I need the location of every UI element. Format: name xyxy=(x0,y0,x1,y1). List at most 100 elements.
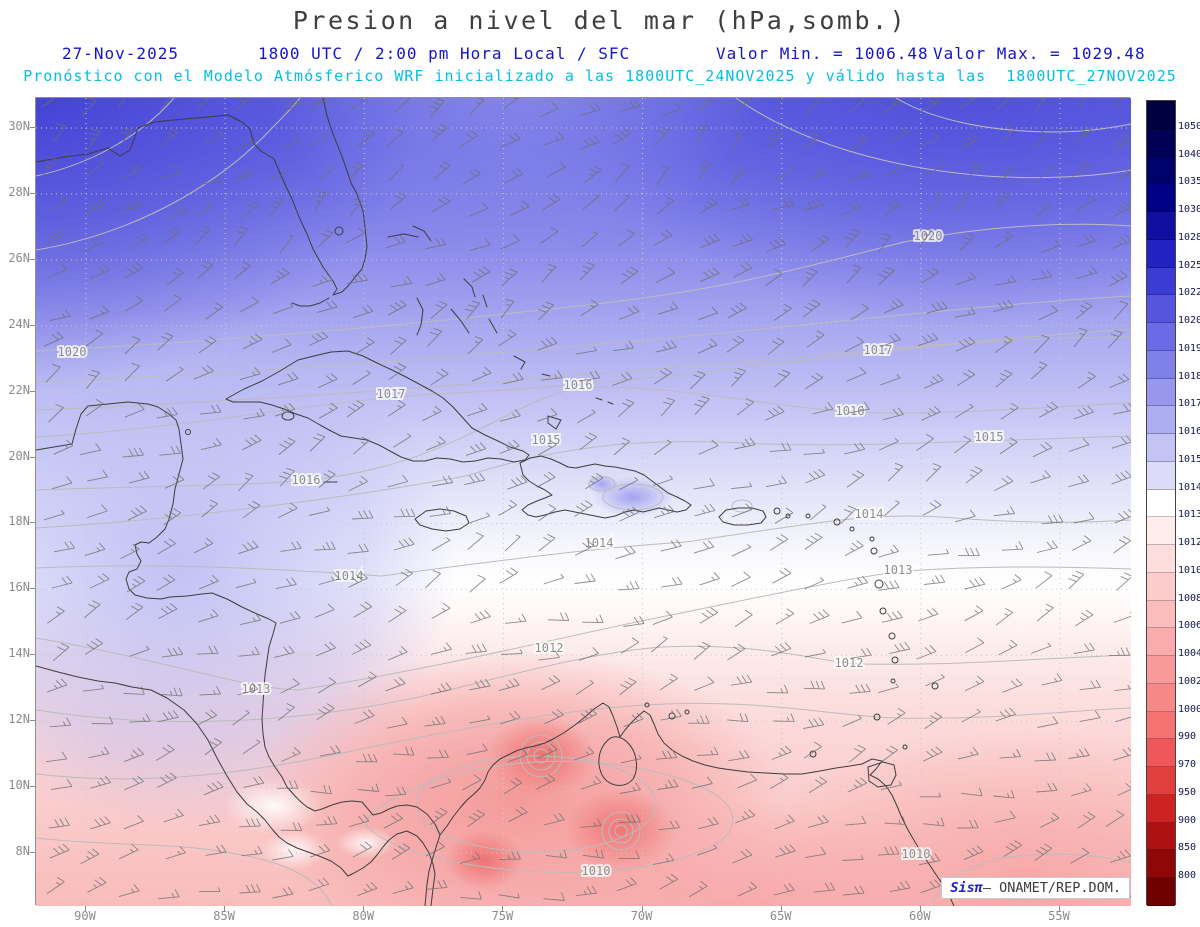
lon-tick-label: 70W xyxy=(630,909,653,923)
colorbar-segment xyxy=(1147,545,1175,573)
lat-tick-label: 24N xyxy=(8,316,30,331)
coastline-bahamas xyxy=(387,225,614,430)
wind-barb xyxy=(234,261,251,280)
wind-barb xyxy=(651,636,668,653)
lat-tick-mark xyxy=(30,522,35,524)
pressure-shading xyxy=(36,98,1131,906)
wind-barb xyxy=(393,433,412,448)
wind-barb xyxy=(727,302,747,319)
wind-barb xyxy=(772,567,792,584)
wind-barb xyxy=(887,708,906,725)
wind-barb xyxy=(165,366,184,382)
lat-tick-mark xyxy=(30,258,35,260)
wind-barb xyxy=(52,123,66,144)
colorbar-segment xyxy=(1147,295,1175,324)
wind-barb xyxy=(349,98,368,111)
wind-barb xyxy=(619,677,637,696)
contour-label: 1015 xyxy=(975,430,1004,444)
wind-barb xyxy=(45,751,68,763)
lat-tick-mark xyxy=(30,456,35,458)
wind-barb xyxy=(164,294,182,312)
wind-barb xyxy=(731,131,744,152)
colorbar-label: 1018 xyxy=(1178,370,1200,382)
wind-barb xyxy=(955,271,976,286)
wind-barb xyxy=(888,126,909,142)
wind-barb xyxy=(616,877,637,892)
wind-barb xyxy=(580,299,599,317)
wind-barb xyxy=(89,264,110,280)
colorbar-segment xyxy=(1147,212,1175,240)
lat-tick-mark xyxy=(30,852,35,853)
wind-barb xyxy=(584,472,604,490)
wind-barb xyxy=(1071,783,1092,797)
colorbar-segment xyxy=(1147,378,1175,407)
wind-barb xyxy=(541,263,557,283)
colorbar-label: 1014 xyxy=(1178,481,1200,493)
wind-barb xyxy=(41,98,56,108)
lon-tick-label: 75W xyxy=(491,909,514,923)
contour-label: 1016 xyxy=(564,378,593,392)
wind-barb xyxy=(309,433,326,452)
wind-barb xyxy=(424,715,446,727)
wind-barb xyxy=(425,436,446,451)
wind-barb xyxy=(660,397,676,417)
lat-tick-label: 26N xyxy=(8,250,30,265)
wind-barb xyxy=(84,638,103,655)
wind-barb xyxy=(995,608,1013,626)
wind-barb xyxy=(884,816,906,825)
isobar-path xyxy=(36,386,1131,491)
wind-barb xyxy=(279,467,295,487)
wind-barb xyxy=(1001,541,1024,551)
wind-barb xyxy=(537,336,558,351)
wind-barb xyxy=(620,754,642,764)
wind-barb xyxy=(574,500,593,517)
wind-barb xyxy=(351,639,372,655)
wind-barb xyxy=(241,200,259,219)
wind-barb xyxy=(348,572,368,588)
wind-barb xyxy=(239,884,261,894)
wind-barb xyxy=(543,812,565,826)
wind-barb xyxy=(730,482,753,490)
wind-barb xyxy=(965,465,983,484)
wind-barb xyxy=(954,192,969,212)
colorbar-label: 1006 xyxy=(1178,620,1200,632)
wind-barb xyxy=(540,226,559,244)
wind-barb xyxy=(1039,401,1058,418)
wind-barb xyxy=(765,475,787,488)
wind-barb xyxy=(957,747,979,760)
wind-barb xyxy=(691,776,713,789)
wind-barb xyxy=(1003,840,1022,857)
wind-barb xyxy=(241,845,263,857)
wind-barb xyxy=(802,268,818,287)
wind-barb xyxy=(994,810,1016,823)
wind-barb xyxy=(958,547,980,557)
lon-tick-mark xyxy=(85,906,86,911)
wind-barb xyxy=(280,822,303,831)
wind-barb xyxy=(847,575,869,589)
isobar-path xyxy=(36,223,1131,352)
wind-barb xyxy=(49,843,70,859)
wind-barb xyxy=(769,772,789,790)
wind-barb xyxy=(387,299,407,316)
wind-barb xyxy=(805,167,826,181)
colorbar-label: 950 xyxy=(1178,786,1197,798)
wind-barb xyxy=(803,132,820,151)
wind-barb xyxy=(123,747,145,763)
wind-barb xyxy=(156,407,178,419)
wind-barb xyxy=(994,335,1013,353)
wind-barb xyxy=(1031,642,1052,654)
wind-barb xyxy=(166,268,184,286)
watermark-brand: Sisπ xyxy=(950,880,983,896)
colorbar-label: 1028 xyxy=(1178,231,1200,243)
wind-barb xyxy=(767,337,785,356)
wind-barb xyxy=(1036,782,1058,793)
colorbar-segment xyxy=(1147,350,1175,379)
wind-barb xyxy=(318,572,340,585)
wind-barb xyxy=(993,789,1015,799)
wind-barb xyxy=(270,268,290,285)
wind-barb xyxy=(729,166,746,185)
wind-barb xyxy=(1041,514,1064,525)
wind-barb xyxy=(122,447,144,458)
wind-barb xyxy=(882,199,900,218)
wind-barb xyxy=(1030,361,1048,380)
